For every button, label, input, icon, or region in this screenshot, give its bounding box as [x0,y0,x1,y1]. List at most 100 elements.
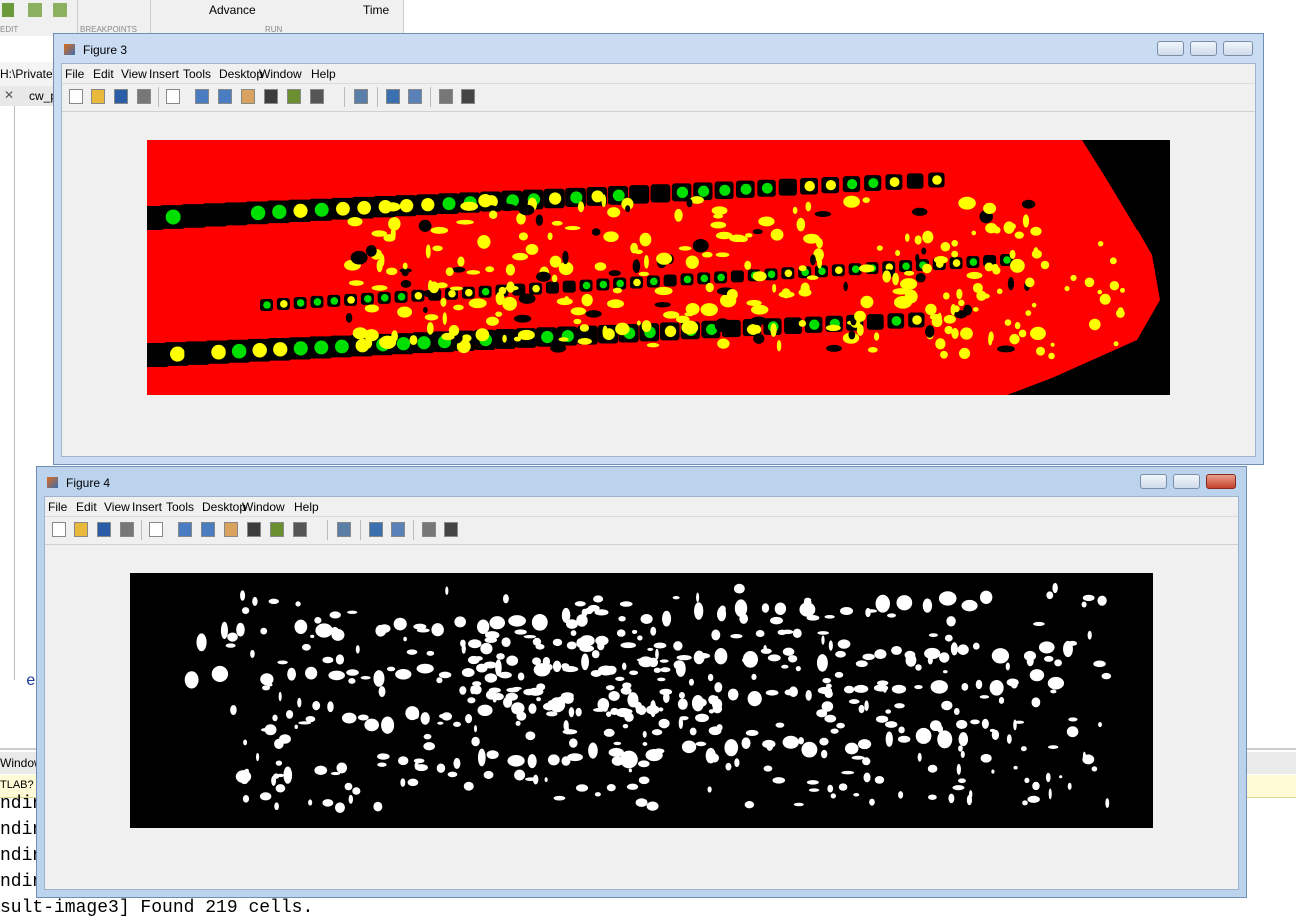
close-button[interactable] [1223,41,1253,56]
menu-item[interactable]: Edit [93,67,114,81]
tool-icon[interactable] [28,3,42,17]
nucleus [799,602,816,617]
menu-item[interactable]: Tools [183,67,212,81]
toolbar-button[interactable] [408,89,422,104]
toolbar-button[interactable] [241,89,255,104]
tool-label[interactable]: Advance [209,3,256,17]
cluster [836,722,845,729]
tool-label[interactable]: Time [363,3,390,17]
toolbar-button[interactable] [354,89,368,104]
cluster [1068,717,1078,722]
current-path[interactable]: H:\Private\ [0,67,57,81]
toolbar-button[interactable] [369,522,383,537]
menu-item[interactable]: Window [242,500,285,514]
cluster [998,697,1005,704]
toolbar-button[interactable] [439,89,453,104]
toolbar-button[interactable] [201,522,215,537]
toolbar-button[interactable] [386,89,400,104]
menu-item[interactable]: Insert [149,67,180,81]
toolbar-button[interactable] [120,522,134,537]
cluster [763,765,773,772]
toolbar-button[interactable] [195,89,209,104]
toolbar-button[interactable] [337,522,351,537]
minimize-button[interactable] [1140,474,1167,489]
toolbar-button[interactable] [264,89,278,104]
toolbar-button[interactable] [422,522,436,537]
nucleus [296,299,305,307]
cluster [639,776,646,782]
tool-icon[interactable] [53,3,67,17]
cluster [874,649,887,660]
nucleus [844,742,859,755]
cluster [864,700,869,712]
cluster [822,677,831,684]
cluster [860,295,874,309]
cluster [772,777,786,784]
toolbar-button[interactable] [270,522,284,537]
nucleus [315,623,333,638]
nucleus [767,654,781,662]
menu-item[interactable]: File [48,500,68,514]
menu-item[interactable]: Insert [132,500,163,514]
toolbar-button[interactable] [166,89,180,104]
toolbar-button[interactable] [137,89,151,104]
toolbar-button[interactable] [114,89,128,104]
menu-item[interactable]: Desktop [219,67,264,81]
cluster [821,701,834,712]
cluster [618,615,626,622]
tool-label[interactable]: Advance [285,0,328,3]
nucleus [896,595,913,611]
toolbar-button[interactable] [247,522,261,537]
toolbar-button[interactable] [149,522,163,537]
toolbar-button[interactable] [97,522,111,537]
nucleus [336,762,348,774]
menu-item[interactable]: Window [259,67,302,81]
maximize-button[interactable] [1173,474,1200,489]
close-button[interactable] [1206,474,1236,489]
menu-item[interactable]: Tools [166,500,195,514]
toolbar-button[interactable] [391,522,405,537]
menu-item[interactable]: View [121,67,147,81]
cluster [948,793,955,804]
menu-item[interactable]: File [65,67,85,81]
cluster [558,696,565,702]
minimize-button[interactable] [1157,41,1184,56]
cluster [620,642,637,649]
menu-item[interactable]: Help [294,500,319,514]
menu-item[interactable]: Desktop [202,500,247,514]
cluster [295,601,301,607]
menu-item[interactable]: Help [311,67,336,81]
editor-tab[interactable]: cw_p [29,89,58,103]
toolbar-button[interactable] [444,522,458,537]
cluster [456,219,474,225]
cluster [579,324,590,332]
toolbar-button[interactable] [293,522,307,537]
cluster [808,788,820,792]
toolbar-button[interactable] [52,522,66,537]
cell-boundary [562,280,576,293]
toolbar-button[interactable] [69,89,83,104]
cluster [514,629,527,635]
cluster [463,781,474,791]
nucleus [364,295,372,303]
toolbar-button[interactable] [74,522,88,537]
cluster [426,650,435,656]
cluster [1004,319,1012,326]
toolbar-button[interactable] [287,89,301,104]
cluster [322,656,334,664]
toolbar-button[interactable] [310,89,324,104]
cluster [828,640,833,651]
toolbar-button[interactable] [224,522,238,537]
menu-item[interactable]: Edit [76,500,97,514]
nucleus [932,175,942,185]
tool-icon[interactable] [2,3,14,17]
maximize-button[interactable] [1190,41,1217,56]
tab-close[interactable]: ✕ [4,88,15,102]
toolbar-button[interactable] [178,522,192,537]
menu-item[interactable]: View [104,500,130,514]
toolbar-button[interactable] [91,89,105,104]
cluster [601,194,607,208]
toolbar-button[interactable] [218,89,232,104]
cluster [606,784,616,792]
toolbar-button[interactable] [461,89,475,104]
